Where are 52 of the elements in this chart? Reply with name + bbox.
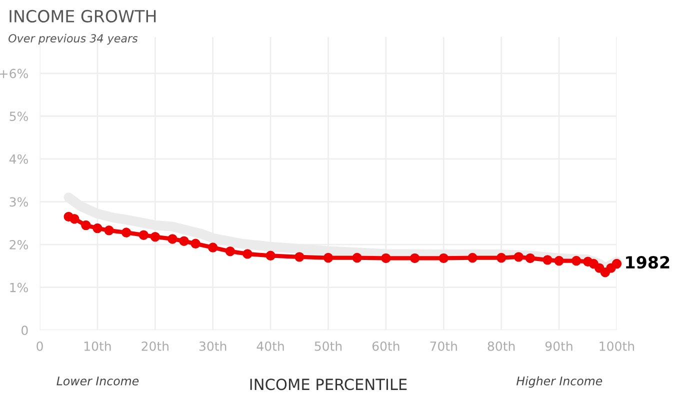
point (208, 242, 218, 252)
x-tick-label: 30th (199, 341, 226, 351)
chart-subtitle: Over previous 34 years (8, 34, 138, 45)
point (294, 252, 304, 262)
point (525, 253, 536, 264)
point (138, 230, 148, 240)
point (612, 258, 622, 269)
y-tick-label: 0 (22, 326, 28, 336)
y-tick-label: 4% (9, 154, 28, 164)
x-tick-label: 40th (256, 341, 284, 351)
point (514, 252, 524, 262)
x-tick-label: 100th (600, 341, 634, 351)
text: Higher Income (516, 376, 602, 388)
point (438, 253, 448, 264)
chart-title: INCOME GROWTH (10, 10, 156, 23)
y-tick-label: +6% (0, 68, 28, 78)
point (92, 223, 102, 234)
point (225, 246, 236, 256)
point (571, 256, 582, 266)
y-tick-label: 5% (10, 112, 28, 122)
point (121, 228, 132, 238)
x-tick-label: 90th (545, 341, 572, 351)
x-tick-label: 0 (36, 341, 43, 351)
point (70, 214, 80, 224)
x-tick-label: 10th (84, 341, 111, 351)
x-tick-label: 80th (488, 341, 515, 351)
x-tick-label: 50th (314, 341, 342, 351)
text: Lower Income (56, 376, 139, 386)
y-tick-label: 1% (10, 282, 28, 292)
point (468, 252, 478, 263)
point (381, 253, 391, 264)
point (179, 236, 189, 246)
point (323, 252, 334, 263)
y-tick-label: 3% (10, 197, 28, 207)
point (242, 249, 252, 259)
series-label: 1982 (626, 256, 670, 269)
point (266, 250, 276, 261)
point (190, 238, 200, 249)
point (150, 232, 160, 242)
x-axis-title: INCOME PERCENTILE (250, 378, 407, 390)
point (542, 255, 552, 265)
x-tick-label: 70th (430, 341, 457, 351)
point (168, 234, 178, 244)
point (554, 256, 564, 266)
point (410, 253, 420, 264)
x-tick-label: 20th (142, 341, 168, 351)
x-tick-label: 60th (372, 341, 400, 351)
point (81, 220, 91, 230)
point (104, 226, 114, 236)
point (352, 252, 362, 263)
y-tick-label: 2% (10, 240, 28, 250)
point (496, 252, 506, 263)
